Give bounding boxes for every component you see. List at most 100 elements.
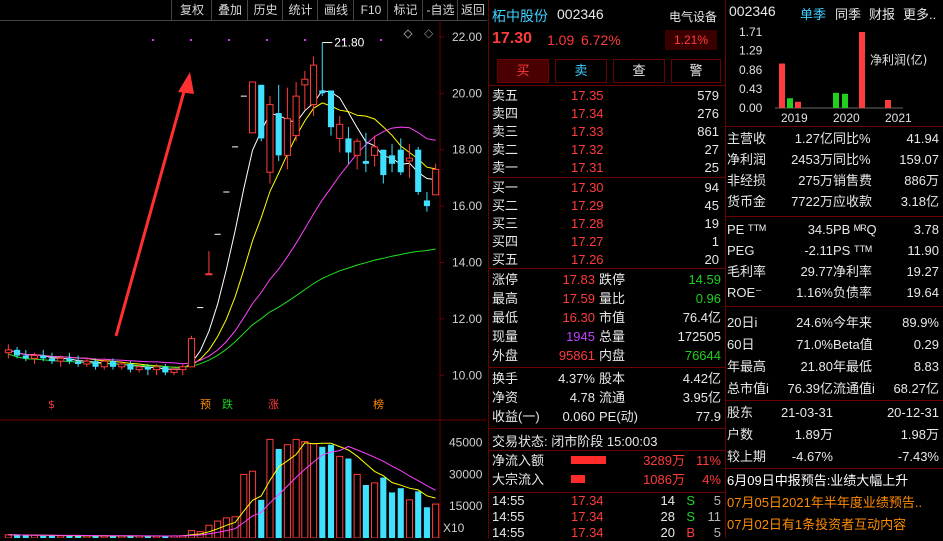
asks-volume: 276 [697,106,719,121]
zoom-icon[interactable]: ◇ [424,26,434,40]
price-chart[interactable]: 22.00 20.00 18.00 16.00 14.00 12.00 10.00 21.80… [0,20,487,430]
candle[interactable] [345,127,352,164]
bids-row[interactable]: 买四 17.27 1 [489,232,725,251]
candle[interactable] [405,144,414,178]
tick-row[interactable]: 14:55 17.34 28 S 11 [489,509,725,525]
candle[interactable] [371,135,379,167]
tick-row[interactable]: 14:55 17.34 14 S 5 [489,493,725,509]
candle[interactable] [66,352,73,364]
event-marker[interactable]: 跌 [222,397,233,411]
candle[interactable] [310,56,318,116]
candle[interactable] [380,149,387,184]
toolbar-button-8[interactable]: 返回 [457,0,488,20]
candle[interactable] [283,87,291,170]
bids-row[interactable]: 买五 17.26 20 [489,250,725,269]
candle[interactable] [118,361,126,370]
asks-row[interactable]: 卖五 17.35 579 [489,86,725,105]
news-item[interactable]: 07月05日2021年半年度业绩预告.. [727,495,923,510]
candle[interactable] [362,132,369,173]
fund-row: 股东 21-03-31 20-12-31 [725,402,943,424]
fund-label: ROE⁻ [727,285,763,300]
candle[interactable] [179,363,187,376]
candle[interactable] [40,349,47,362]
query-button[interactable]: 查 [613,59,665,83]
candle[interactable] [275,84,282,161]
stat-row: 最低 16.30 市值 76.4亿 [489,308,725,327]
candle[interactable] [162,363,169,376]
candle[interactable] [144,363,151,376]
candle[interactable] [4,344,12,359]
volume-chart[interactable]: 45000 30000 15000 X10 [0,430,487,539]
candle[interactable] [319,42,326,97]
news-item[interactable]: 6月09日中报预告:业绩大幅上升 [727,473,909,488]
asks-row[interactable]: 卖三 17.33 861 [489,122,725,141]
sell-button[interactable]: 卖 [555,59,607,83]
candle[interactable] [187,335,196,368]
candle[interactable] [205,251,213,276]
candle[interactable] [100,358,108,370]
candle[interactable] [22,349,29,362]
settings-diamond-icon[interactable] [403,29,413,39]
candle[interactable] [92,358,99,370]
toolbar-button-6[interactable]: 标记 [387,0,423,20]
fund-tab-2[interactable]: 财报 [869,7,896,22]
event-marker[interactable]: 预 [200,398,211,411]
toolbar-button-0[interactable]: 复权 [171,0,212,20]
candle[interactable] [30,352,39,364]
toolbar-button-4[interactable]: 画线 [317,0,354,20]
toolbar-button-7[interactable]: -自选 [422,0,458,20]
candle[interactable] [432,163,440,196]
event-marker[interactable]: 榜 [373,397,384,411]
bids-row[interactable]: 买三 17.28 19 [489,214,725,233]
bids-row[interactable]: 买二 17.29 45 [489,196,725,215]
event-marker[interactable]: $ [48,398,55,411]
asks-label: 卖一 [492,160,519,175]
candle[interactable] [388,144,396,173]
bids-row[interactable]: 买一 17.30 94 [489,178,725,197]
volume-svg[interactable]: 45000 30000 15000 X10 [0,430,487,539]
toolbar-button-2[interactable]: 历史 [247,0,283,20]
fund-tab-1[interactable]: 同季 [835,7,862,22]
candle[interactable] [83,358,91,367]
candle[interactable] [153,363,161,376]
news-item[interactable]: 07月02日有1条投资者互动内容 [727,517,907,532]
buy-button[interactable]: 买 [497,59,549,83]
alert-button[interactable]: 警 [671,59,721,83]
candle[interactable] [397,138,404,176]
asks-row[interactable]: 卖四 17.34 276 [489,104,725,123]
candle[interactable] [170,366,178,376]
tick-row[interactable]: 14:55 17.34 20 B 5 [489,525,725,541]
candle[interactable] [135,363,143,373]
volume-bar [248,470,257,539]
fund-tab-0[interactable]: 单季 [800,7,827,22]
toolbar-button-5[interactable]: F10 [353,0,388,20]
candle[interactable] [258,84,265,142]
fund-tab-3[interactable]: 更多.. [903,7,937,22]
candle[interactable] [423,191,430,212]
toolbar-button-1[interactable]: 叠加 [211,0,248,20]
candle[interactable] [14,347,21,359]
candlestick-svg[interactable]: 22.00 20.00 18.00 16.00 14.00 12.00 10.00 21.80… [0,20,487,430]
candle[interactable] [57,355,65,367]
candle[interactable] [266,96,274,184]
candle[interactable] [127,361,134,373]
candle[interactable] [109,358,117,370]
asks-row[interactable]: 卖一 17.31 25 [489,158,725,177]
stat-label: 市值 [599,310,626,325]
candle[interactable] [75,355,82,367]
stat-label: 涨停 [492,272,519,287]
candle[interactable] [353,138,361,170]
candle[interactable] [292,82,300,142]
candle[interactable] [415,146,422,195]
sector-name[interactable]: 电气设备 [669,10,718,24]
asks-row[interactable]: 卖二 17.32 27 [489,140,725,159]
candle[interactable] [248,81,257,134]
candle[interactable] [301,70,309,111]
candle[interactable] [336,115,344,153]
toolbar-button-3[interactable]: 统计 [282,0,318,20]
candle[interactable] [48,352,56,364]
candle[interactable] [327,90,335,136]
fund-code: 002346 [729,3,776,19]
volume-bar [380,477,387,538]
event-marker[interactable]: 涨 [268,398,279,411]
